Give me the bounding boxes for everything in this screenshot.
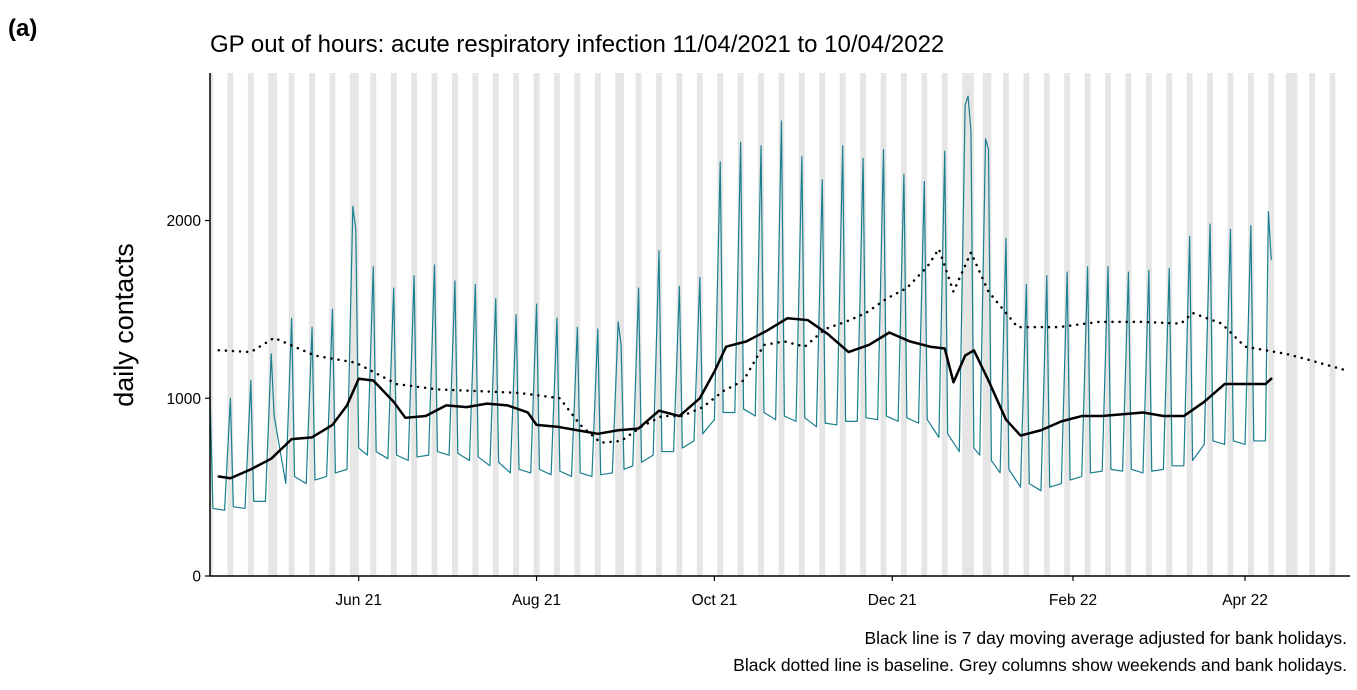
weekend-column (577, 73, 581, 576)
weekend-column (513, 73, 517, 576)
weekend-column (618, 73, 622, 576)
weekend-column (880, 73, 884, 576)
weekend-column (1312, 73, 1316, 576)
weekend-column (349, 73, 353, 576)
weekend-column (1003, 73, 1006, 576)
weekend-column (921, 73, 925, 576)
weekend-column (250, 73, 254, 576)
weekend-column (536, 73, 540, 576)
weekend-column (1169, 73, 1173, 576)
weekend-column (1271, 73, 1275, 576)
y-axis-title: daily contacts (109, 243, 139, 407)
x-tick-label: Aug 21 (512, 592, 561, 609)
weekend-column (638, 73, 642, 576)
x-tick-label: Oct 21 (692, 592, 738, 609)
weekend-column (1329, 73, 1333, 576)
panel-label: (a) (8, 15, 37, 42)
x-tick-label: Jun 21 (335, 592, 382, 609)
weekend-column (1332, 73, 1336, 576)
bank-holiday-column (274, 73, 278, 576)
y-tick-label: 0 (192, 569, 201, 586)
weekend-column (1268, 73, 1272, 576)
weekend-column (332, 73, 336, 576)
series-line (217, 317, 1273, 480)
weekend-column (475, 73, 479, 576)
weekend-column (1087, 73, 1091, 576)
x-tick-label: Feb 22 (1049, 592, 1097, 609)
x-tick-label: Apr 22 (1222, 592, 1268, 609)
weekend-column (329, 73, 333, 576)
weekend-column (941, 73, 945, 576)
weekend-column (533, 73, 537, 576)
x-tick-label: Dec 21 (868, 592, 917, 609)
weekend-column (819, 73, 823, 576)
weekend-column (798, 73, 802, 576)
weekend-column (860, 73, 864, 576)
note: Black dotted line is baseline. Grey colu… (733, 655, 1347, 675)
weekend-column (1186, 73, 1190, 576)
weekend-column (679, 73, 683, 576)
chart-title: GP out of hours: acute respiratory infec… (210, 31, 944, 58)
bank-holiday-column (968, 73, 971, 576)
weekend-column (288, 73, 292, 576)
weekend-column (656, 73, 660, 576)
weekend-column (597, 73, 601, 576)
weekend-column (454, 73, 458, 576)
weekend-column (758, 73, 762, 576)
series-line (217, 247, 1346, 444)
weekend-column (1207, 73, 1211, 576)
weekend-column (1291, 73, 1295, 576)
weekend-column (309, 73, 313, 576)
columns (210, 73, 1336, 576)
weekend-column (247, 73, 251, 576)
note: Black line is 7 day moving average adjus… (865, 628, 1348, 648)
weekend-column (227, 73, 231, 576)
weekend-column (393, 73, 397, 576)
weekend-column (268, 73, 272, 576)
weekend-column (271, 73, 275, 576)
y-tick-label: 2000 (167, 213, 202, 230)
weekend-column (900, 73, 904, 576)
weekend-column (1148, 73, 1152, 576)
weekend-column (210, 73, 213, 576)
series-line (209, 95, 1272, 511)
weekend-column (982, 73, 986, 576)
weekend-column (1309, 73, 1313, 576)
bank-holiday-column (621, 73, 625, 576)
weekend-column (352, 73, 356, 576)
weekend-column (1247, 73, 1251, 576)
weekend-column (717, 73, 721, 576)
weekend-column (1108, 73, 1111, 576)
y-tick-label: 1000 (167, 391, 202, 408)
weekend-column (1046, 73, 1050, 576)
weekend-column (1288, 73, 1292, 576)
weekend-column (965, 73, 969, 576)
weekend-column (516, 73, 520, 576)
weekend-column (594, 73, 598, 576)
weekend-column (1128, 73, 1132, 576)
weekend-column (554, 73, 557, 576)
weekend-column (230, 73, 234, 576)
weekend-column (312, 73, 315, 576)
bank-holiday-column (1294, 73, 1298, 576)
weekend-column (1026, 73, 1030, 576)
weekend-column (291, 73, 295, 576)
weekend-column (962, 73, 966, 576)
weekend-column (737, 73, 741, 576)
weekend-column (1227, 73, 1231, 576)
weekend-column (556, 73, 560, 576)
weekend-column (414, 73, 418, 576)
weekend-column (495, 73, 499, 576)
weekend-column (1067, 73, 1071, 576)
weekend-column (574, 73, 578, 576)
weekend-column (985, 73, 989, 576)
bank-holiday-column (1285, 73, 1289, 576)
weekend-column (615, 73, 619, 576)
weekend-column (778, 73, 782, 576)
